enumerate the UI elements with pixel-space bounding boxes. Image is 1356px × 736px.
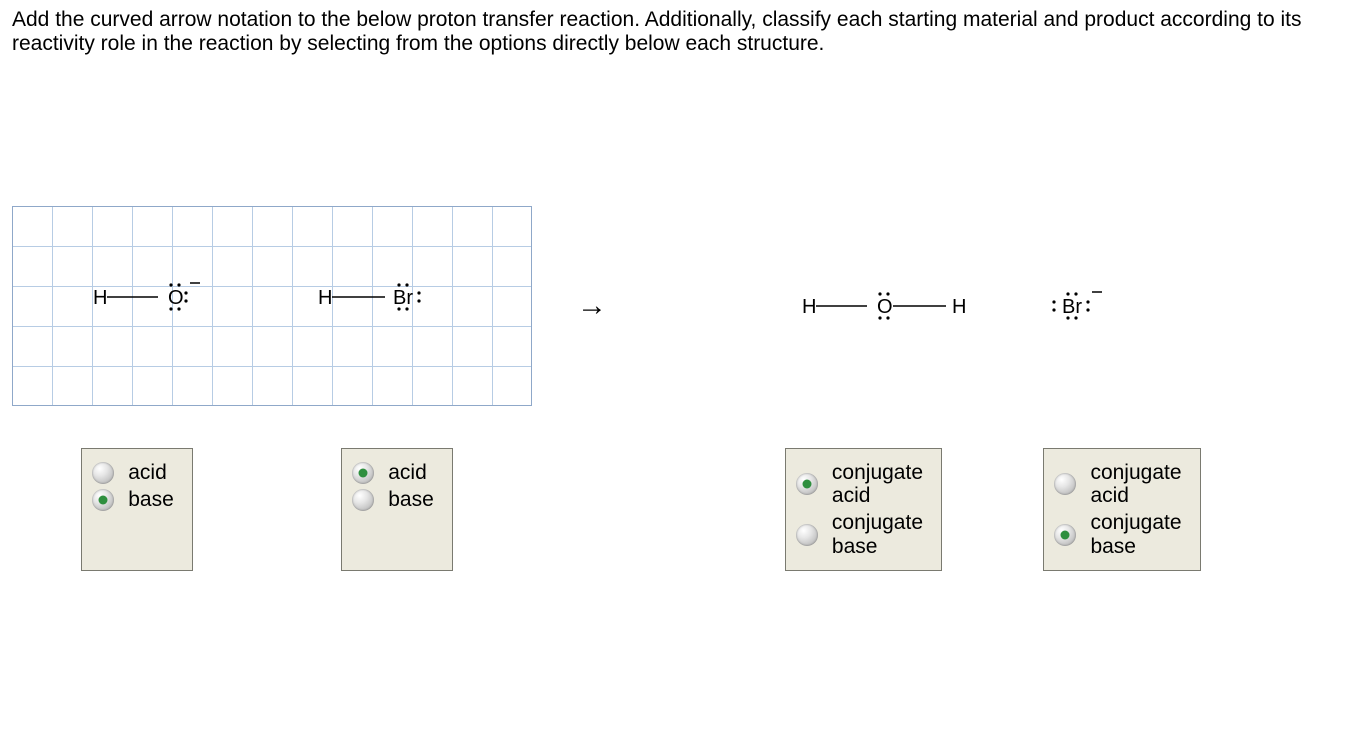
svg-text:Br: Br (393, 287, 413, 309)
reaction-arrow: → (532, 289, 652, 323)
radio-label: conjugateacid (832, 461, 923, 507)
radio-button[interactable] (92, 489, 114, 511)
radio-groups-row: acidbaseacidbaseconjugateacidconjugateba… (12, 448, 1344, 570)
radio-label: acid (128, 461, 167, 484)
radio-button[interactable] (1054, 524, 1076, 546)
drawing-grid[interactable]: HOHBr (12, 206, 532, 406)
svg-text:H: H (93, 287, 107, 309)
radio-button[interactable] (796, 524, 818, 546)
product-molecule: HOH (792, 281, 972, 331)
reactant-molecule[interactable]: H Br (308, 272, 458, 322)
svg-text:O: O (168, 287, 184, 309)
role-radio-group: acid base (81, 448, 193, 570)
radio-label: conjugateacid (1090, 461, 1181, 507)
svg-text:Br: Br (1062, 296, 1082, 318)
products-area: H O H Br (652, 276, 1344, 336)
radio-label: conjugatebase (1090, 511, 1181, 557)
product-molecule: Br (1032, 281, 1132, 331)
instruction-text: Add the curved arrow notation to the bel… (12, 8, 1344, 56)
reaction-row: HOHBr → HOHBr (12, 206, 1344, 406)
role-radio-group: conjugateacidconjugatebase (785, 448, 942, 570)
radio-label: base (388, 488, 434, 511)
radio-button[interactable] (352, 462, 374, 484)
radio-button[interactable] (92, 462, 114, 484)
role-radio-group: acid base (341, 448, 453, 570)
radio-button[interactable] (796, 473, 818, 495)
radio-button[interactable] (1054, 473, 1076, 495)
role-radio-group: conjugateacidconjugatebase (1043, 448, 1200, 570)
svg-text:H: H (802, 296, 816, 318)
svg-text:H: H (952, 296, 966, 318)
radio-label: base (128, 488, 174, 511)
radio-button[interactable] (352, 489, 374, 511)
svg-text:H: H (318, 287, 332, 309)
svg-text:O: O (877, 296, 893, 318)
reactant-molecule[interactable]: HO (83, 272, 213, 322)
radio-label: acid (388, 461, 427, 484)
radio-label: conjugatebase (832, 511, 923, 557)
